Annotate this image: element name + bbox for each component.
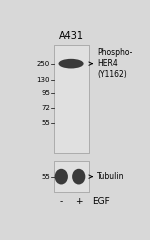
- Bar: [54, 45, 88, 153]
- Ellipse shape: [55, 169, 68, 185]
- Text: -: -: [60, 197, 63, 206]
- Text: 130: 130: [37, 77, 50, 83]
- Bar: [54, 161, 88, 192]
- Text: +: +: [75, 197, 82, 206]
- Text: Phospho-
HER4
(Y1162): Phospho- HER4 (Y1162): [97, 48, 133, 79]
- Ellipse shape: [58, 59, 84, 68]
- Text: 55: 55: [41, 120, 50, 126]
- Text: 250: 250: [37, 61, 50, 67]
- Text: Tubulin: Tubulin: [97, 172, 125, 181]
- Text: 95: 95: [41, 90, 50, 96]
- Ellipse shape: [72, 169, 85, 185]
- Text: A431: A431: [58, 31, 84, 41]
- Text: EGF: EGF: [92, 197, 110, 206]
- Text: 72: 72: [41, 105, 50, 111]
- Text: 55: 55: [41, 174, 50, 180]
